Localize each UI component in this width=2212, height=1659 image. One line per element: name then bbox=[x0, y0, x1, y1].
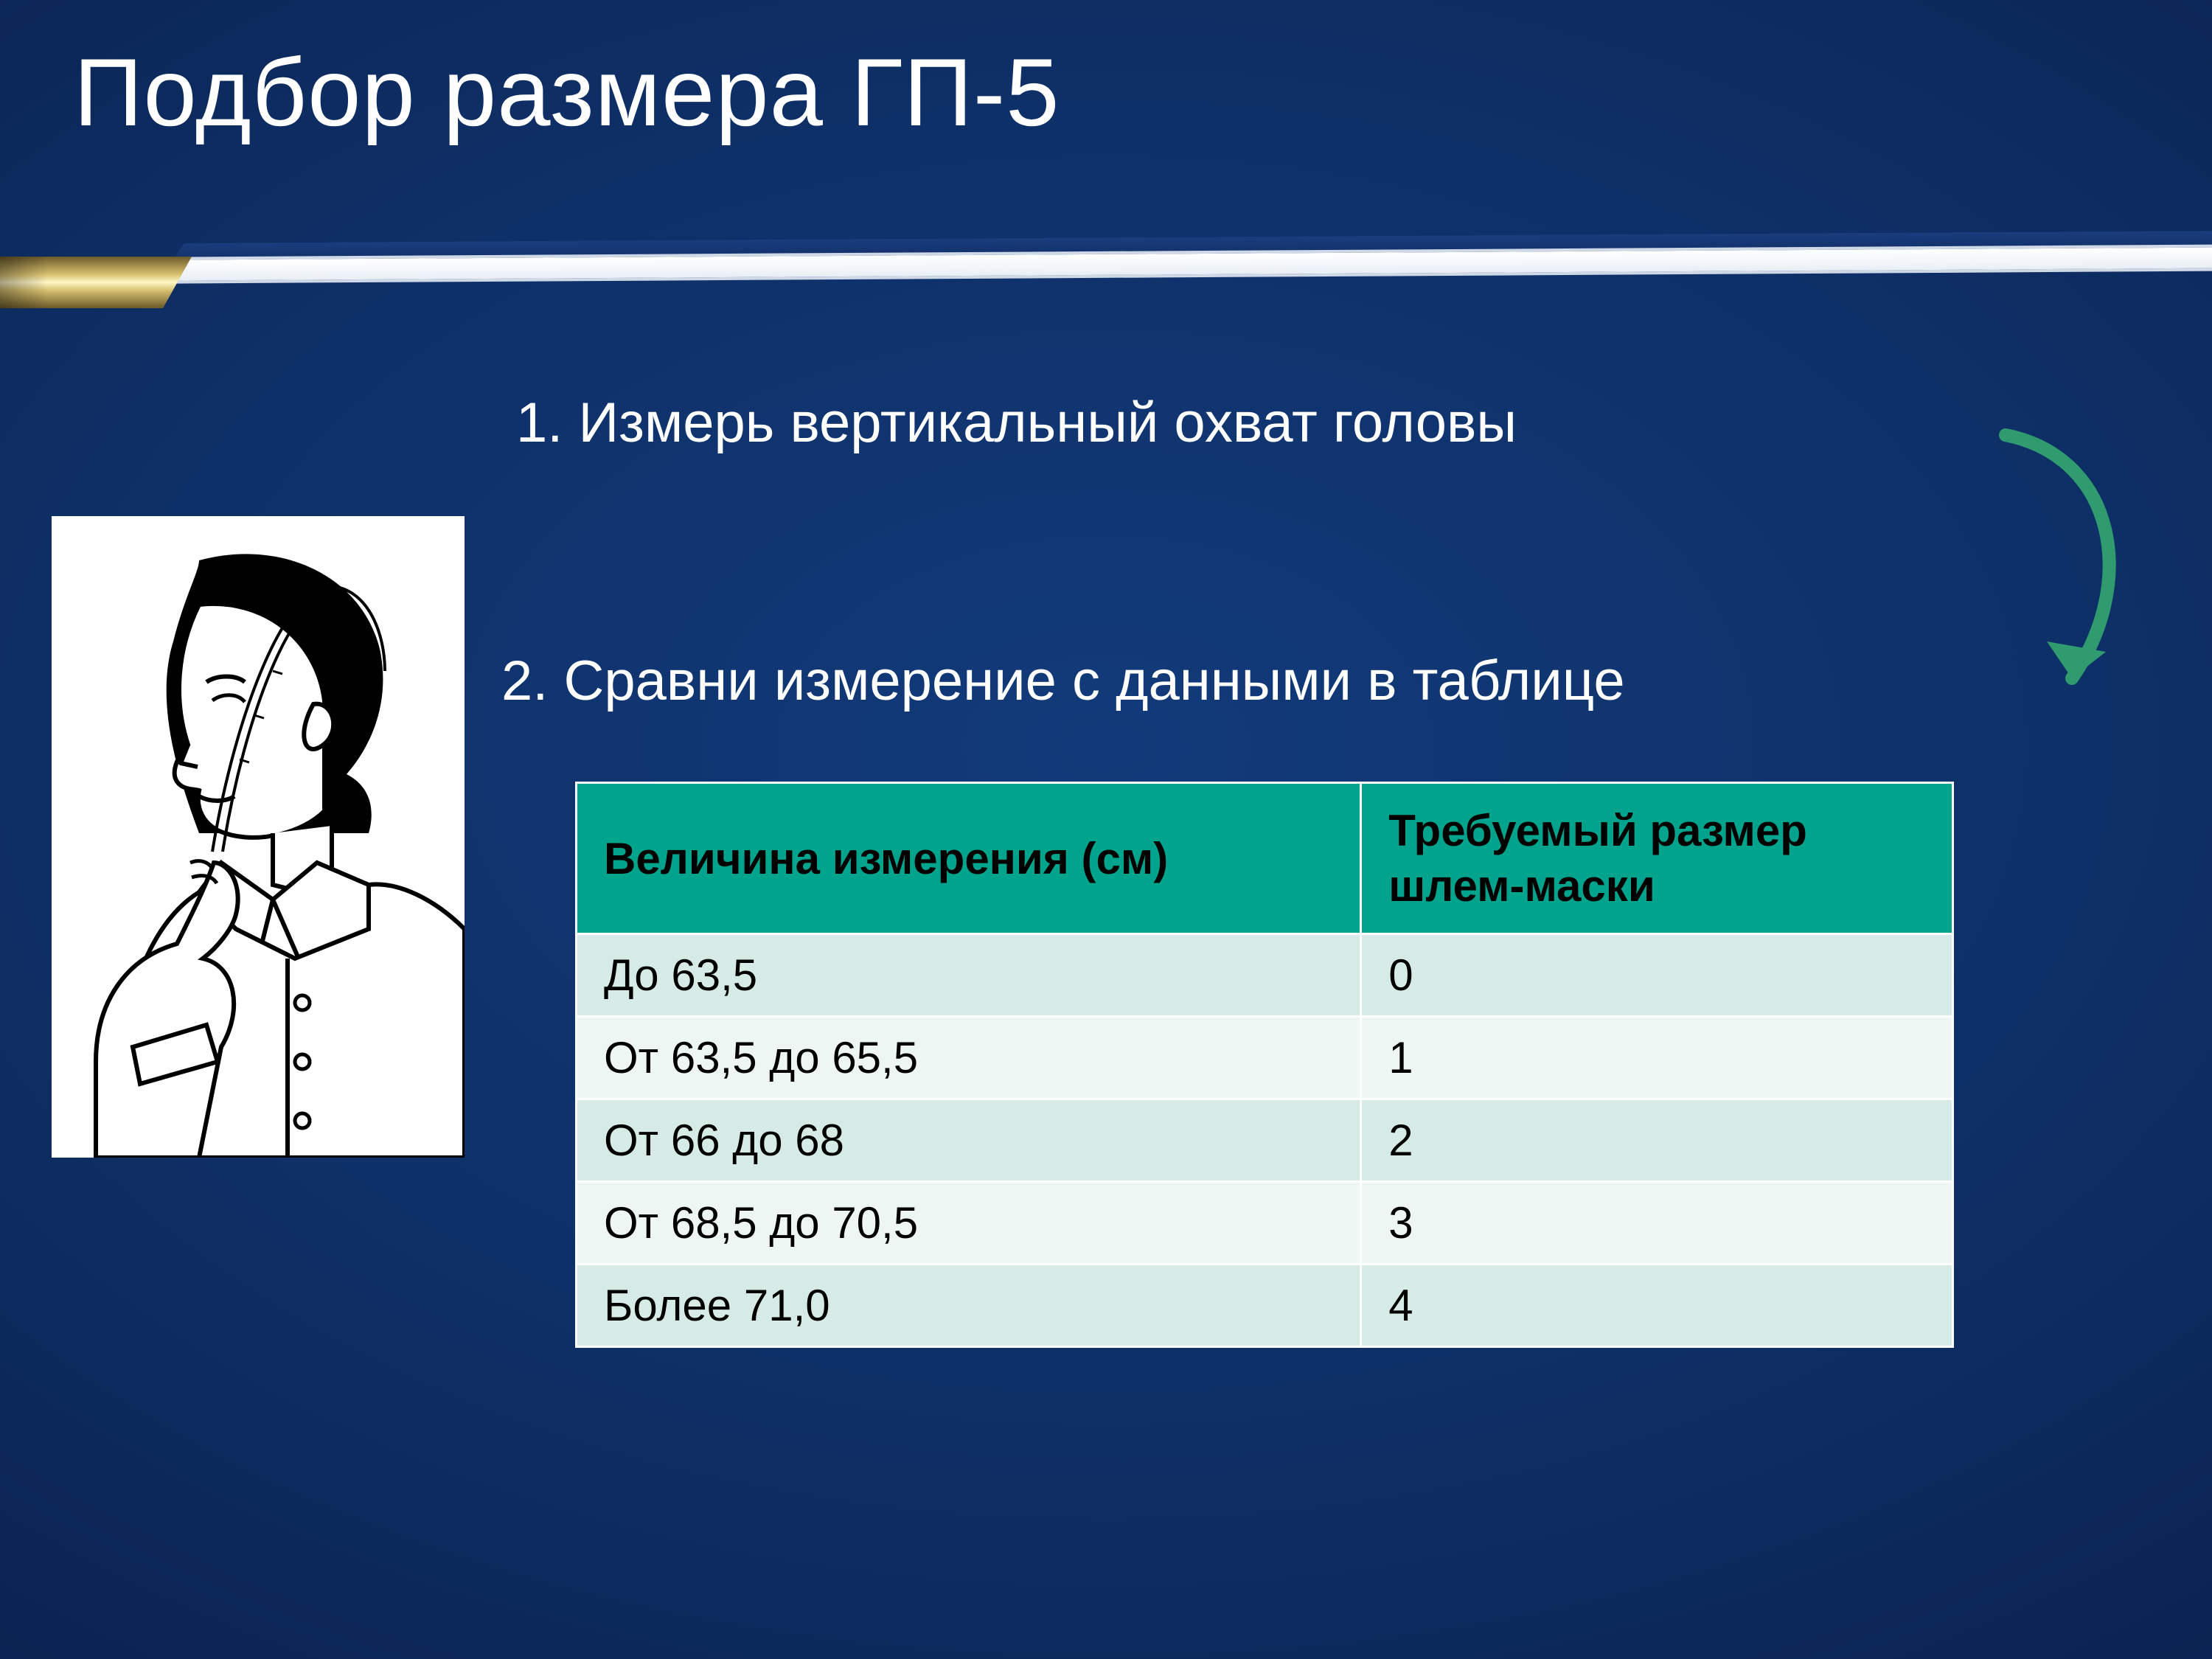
table-header-size: Требуемый размер шлем-маски bbox=[1361, 783, 1953, 934]
table-cell: От 68,5 до 70,5 bbox=[577, 1182, 1361, 1265]
table-cell: От 63,5 до 65,5 bbox=[577, 1017, 1361, 1099]
separator-gold-tab bbox=[0, 257, 192, 308]
table-cell: 1 bbox=[1361, 1017, 1953, 1099]
table-cell: 2 bbox=[1361, 1099, 1953, 1182]
step-1-text: 1. Измерь вертикальный охват головы bbox=[516, 391, 1517, 455]
page-title: Подбор размера ГП-5 bbox=[74, 37, 1060, 147]
table-cell: Более 71,0 bbox=[577, 1265, 1361, 1347]
size-table: Величина измерения (см) Требуемый размер… bbox=[575, 782, 1954, 1348]
table-row: От 66 до 68 2 bbox=[577, 1099, 1953, 1182]
table-cell: До 63,5 bbox=[577, 934, 1361, 1017]
head-measure-illustration bbox=[52, 516, 465, 1158]
table-body: До 63,5 0 От 63,5 до 65,5 1 От 66 до 68 … bbox=[577, 934, 1953, 1347]
table-cell: 3 bbox=[1361, 1182, 1953, 1265]
table-header-row: Величина измерения (см) Требуемый размер… bbox=[577, 783, 1953, 934]
table-cell: 0 bbox=[1361, 934, 1953, 1017]
table-cell: 4 bbox=[1361, 1265, 1953, 1347]
table-row: От 68,5 до 70,5 3 bbox=[577, 1182, 1953, 1265]
table-row: До 63,5 0 bbox=[577, 934, 1953, 1017]
step-2-text: 2. Сравни измерение с данными в таблице bbox=[501, 649, 1625, 713]
slide: Подбор размера ГП-5 1. Измерь вертикальн… bbox=[0, 0, 2212, 1659]
table-header-measurement: Величина измерения (см) bbox=[577, 783, 1361, 934]
title-separator bbox=[0, 243, 2212, 310]
table-row: От 63,5 до 65,5 1 bbox=[577, 1017, 1953, 1099]
table-row: Более 71,0 4 bbox=[577, 1265, 1953, 1347]
table-cell: От 66 до 68 bbox=[577, 1099, 1361, 1182]
curved-arrow-icon bbox=[1961, 413, 2153, 723]
